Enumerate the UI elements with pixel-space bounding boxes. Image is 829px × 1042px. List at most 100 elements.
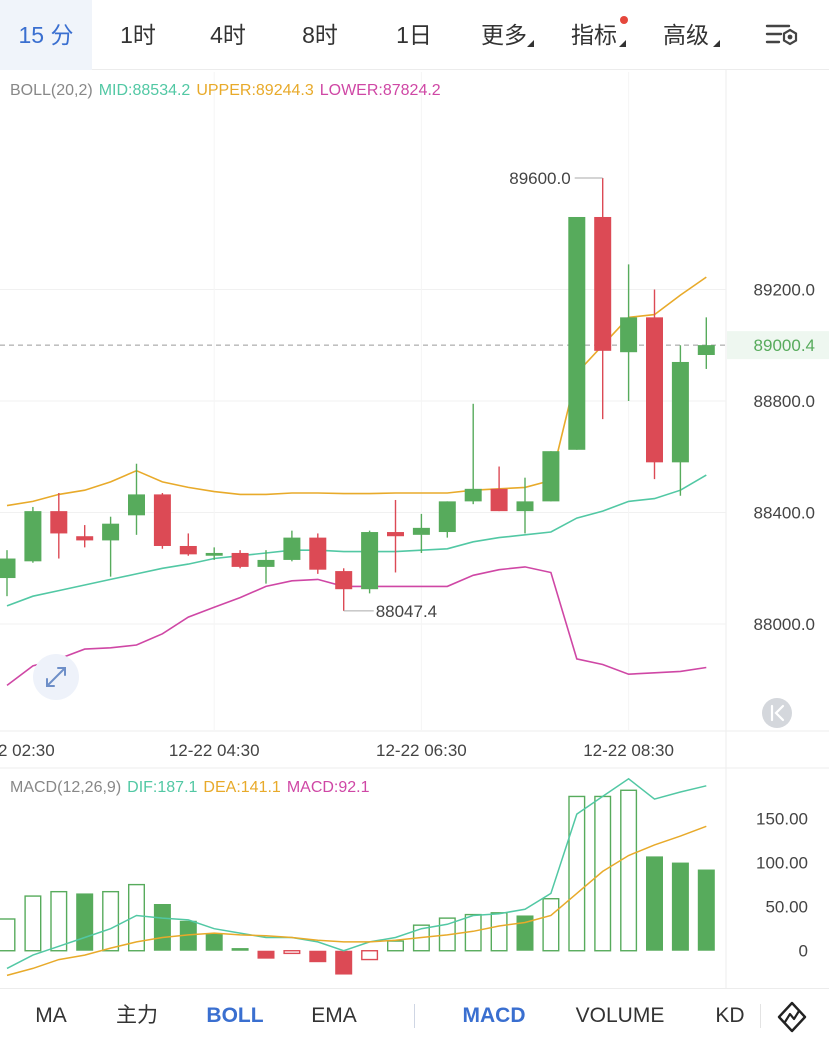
timeframe-4h[interactable]: 4时 — [210, 22, 246, 48]
candle — [231, 550, 249, 569]
macd-axis: 150.00 100.00 50.00 0 — [756, 809, 808, 960]
macd-bar — [127, 883, 145, 952]
macd-bar — [697, 869, 715, 951]
advanced-menu[interactable]: 高级 — [663, 22, 709, 48]
macd-bar — [257, 950, 275, 959]
candle — [361, 530, 379, 594]
candle — [464, 403, 482, 505]
candle-body — [438, 501, 456, 533]
candle-body — [594, 216, 612, 351]
candle-body — [205, 552, 223, 556]
candle-body — [179, 545, 197, 555]
current-price-label: 89000.4 — [754, 336, 815, 355]
indicator-boll[interactable]: BOLL — [206, 1004, 264, 1027]
boll-lower-line — [6, 566, 707, 687]
indicator-main-force[interactable]: 主力 — [116, 1004, 158, 1027]
macd-legend-dif: DIF:187.1 — [127, 779, 198, 796]
price-tick-label: 88000.0 — [754, 615, 815, 634]
macd-legend-macd: MACD:92.1 — [286, 779, 370, 796]
macd-bar — [542, 898, 560, 952]
low-marker-label: 88047.4 — [376, 602, 437, 621]
timeframe-15m[interactable]: 15 分 — [0, 0, 92, 70]
candle — [438, 501, 456, 538]
macd-dif-line — [6, 777, 707, 970]
indicator-menu[interactable]: 指标 — [571, 22, 617, 48]
indicator-kd[interactable]: KD — [715, 1004, 745, 1027]
candle-body — [50, 511, 68, 534]
candle — [594, 177, 612, 420]
candle-body — [671, 361, 689, 463]
candle — [205, 547, 223, 560]
candle-body — [412, 527, 430, 535]
macd-bar — [594, 795, 612, 952]
candle-body — [387, 532, 404, 537]
macd-legend-name: MACD(12,26,9) — [10, 779, 122, 796]
indicator-macd[interactable]: MACD — [462, 1004, 526, 1027]
chart-settings-icon[interactable] — [765, 22, 799, 50]
indicator-volume[interactable]: VOLUME — [575, 1004, 665, 1027]
candle-body — [102, 523, 120, 541]
candle — [412, 513, 430, 553]
macd-dea-line — [6, 825, 707, 977]
macd-tick-label: 100.00 — [756, 854, 808, 873]
advanced-dropdown-icon — [713, 40, 720, 47]
expand-button[interactable] — [33, 654, 79, 700]
candle-body — [153, 494, 171, 546]
macd-bar — [387, 940, 405, 952]
timeframe-1d[interactable]: 1日 — [396, 22, 432, 48]
boll-mid-line — [6, 474, 707, 607]
tool-separator — [760, 1004, 761, 1028]
candle-body — [361, 532, 379, 590]
boll-legend-lower: LOWER:87824.2 — [319, 82, 441, 99]
price-tick-label: 88400.0 — [754, 504, 815, 523]
macd-bar — [283, 950, 301, 955]
macd-bar — [309, 950, 327, 963]
notification-dot-icon — [620, 16, 628, 24]
drawing-tool-icon[interactable] — [776, 1001, 808, 1033]
candle — [179, 533, 197, 556]
current-price-tag — [727, 331, 829, 360]
candle-body — [24, 511, 42, 562]
macd-bar — [620, 789, 638, 952]
candle — [490, 466, 508, 512]
boll-legend: BOLL(20,2) MID:88534.2 UPPER:89244.3 LOWER:… — [10, 82, 447, 100]
candle-body — [620, 317, 638, 353]
price-markers: 89600.0 88047.4 — [343, 169, 603, 621]
chart-canvas[interactable]: 89200.0 88800.0 88400.0 88000.0 89000.4 2 02… — [0, 70, 829, 988]
timeframe-1h[interactable]: 1时 — [120, 22, 156, 48]
candle — [24, 506, 42, 563]
time-tick-label: 12-22 06:30 — [376, 741, 467, 760]
candle — [620, 264, 638, 401]
macd-legend: MACD(12,26,9) DIF:187.1 DEA:141.1 MACD:92.1 — [10, 779, 376, 797]
macd-bar — [50, 890, 68, 952]
time-tick-label: 12-22 08:30 — [583, 741, 674, 760]
scroll-to-latest-icon — [770, 704, 785, 722]
timeframe-more[interactable]: 更多 — [481, 22, 527, 48]
candle — [102, 516, 120, 577]
candle-body — [309, 537, 327, 570]
candle-body — [464, 488, 482, 502]
candle-body — [0, 558, 16, 579]
macd-bar — [205, 933, 223, 951]
macd-tick-label: 0 — [799, 942, 808, 961]
macd-legend-dea: DEA:141.1 — [203, 779, 281, 796]
candle-body — [516, 501, 534, 512]
candle — [542, 451, 560, 502]
macd-bar — [24, 895, 42, 952]
candle — [568, 216, 586, 450]
scroll-to-latest-button[interactable] — [762, 698, 792, 728]
indicator-ma[interactable]: MA — [35, 1004, 67, 1027]
candle — [387, 499, 404, 573]
macd-bar — [0, 918, 16, 952]
candle — [50, 493, 68, 559]
indicator-ema[interactable]: EMA — [311, 1004, 357, 1027]
candle — [697, 317, 715, 369]
candle — [335, 568, 353, 611]
candle-body — [257, 559, 275, 567]
macd-bar — [76, 893, 94, 951]
macd-bar — [335, 950, 353, 975]
macd-bar — [490, 912, 508, 952]
timeframe-8h[interactable]: 8时 — [302, 22, 338, 48]
expand-icon — [46, 667, 66, 687]
boll-lines — [6, 276, 707, 687]
